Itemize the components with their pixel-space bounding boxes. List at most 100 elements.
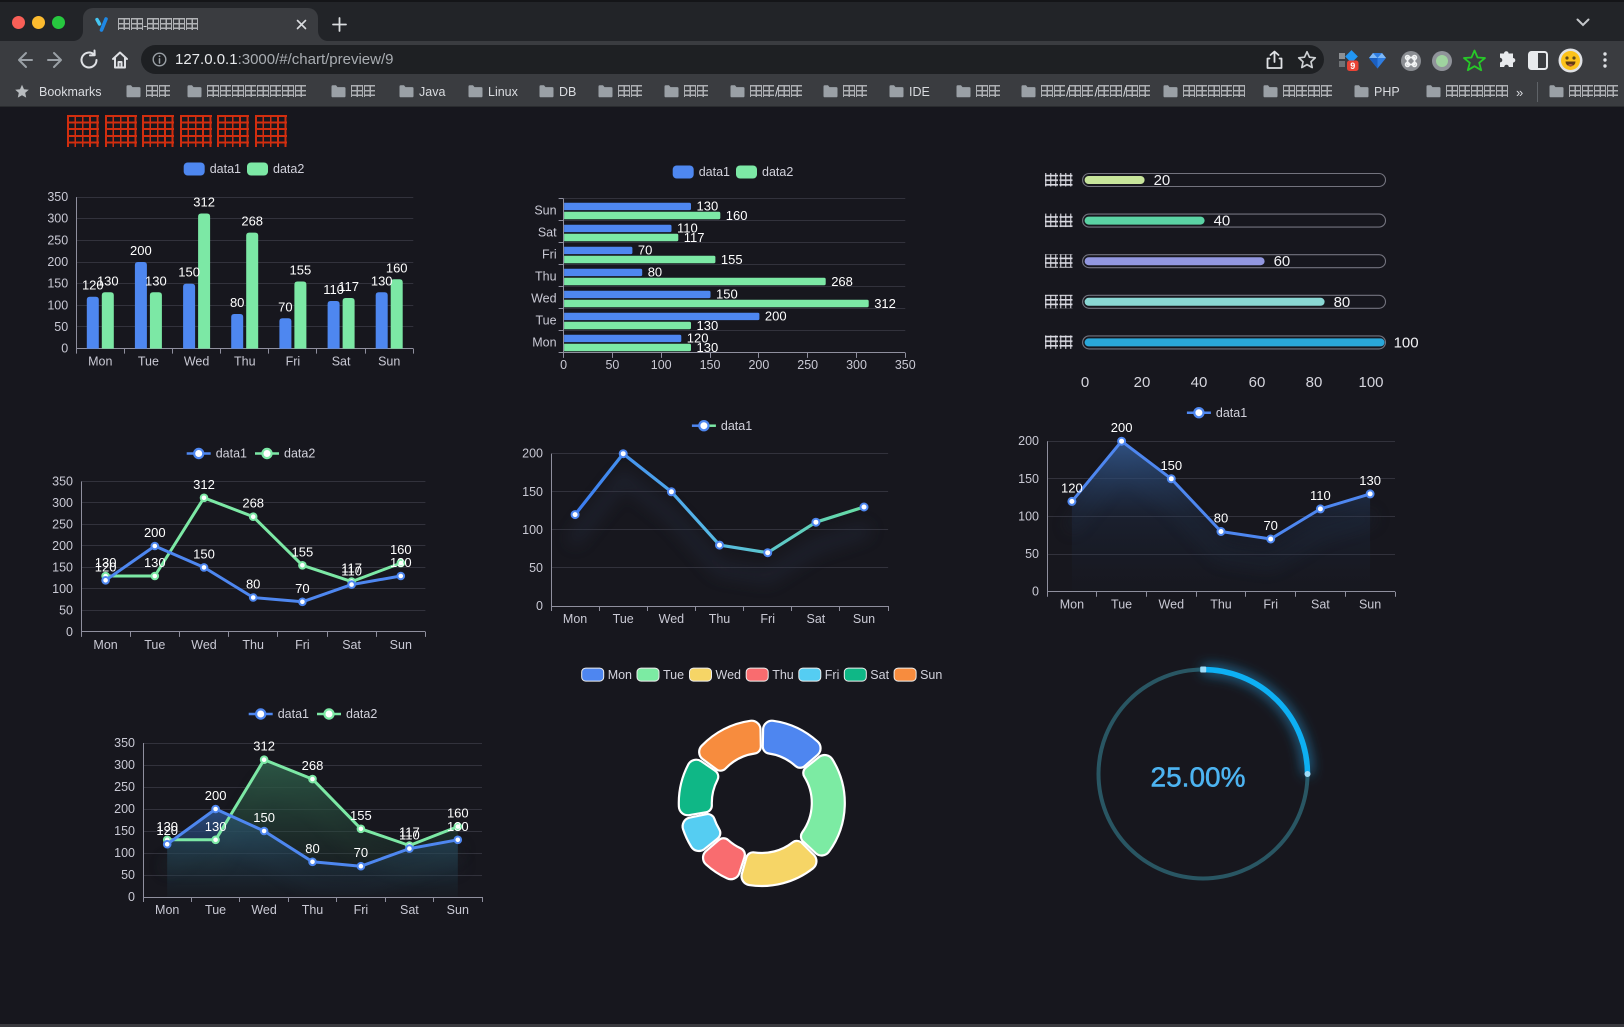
- svg-text:120: 120: [687, 331, 709, 346]
- svg-text:117: 117: [684, 230, 705, 245]
- svg-text:Sun: Sun: [390, 638, 412, 652]
- svg-text:20: 20: [1154, 172, 1171, 189]
- svg-text:Thu: Thu: [302, 903, 324, 917]
- svg-text:130: 130: [156, 819, 178, 834]
- svg-text:100: 100: [522, 523, 543, 537]
- svg-text:80: 80: [1214, 511, 1228, 526]
- svg-text:155: 155: [350, 808, 372, 823]
- svg-text:Sun: Sun: [378, 355, 400, 369]
- svg-text:150: 150: [700, 358, 721, 372]
- svg-text:100: 100: [114, 846, 135, 860]
- svg-text:268: 268: [241, 214, 263, 229]
- svg-text:130: 130: [697, 318, 719, 333]
- svg-text:250: 250: [52, 518, 73, 532]
- svg-text:150: 150: [52, 560, 73, 574]
- svg-text:Sat: Sat: [807, 612, 826, 626]
- svg-text:Fri: Fri: [295, 638, 310, 652]
- svg-text:100: 100: [47, 298, 68, 312]
- svg-text:Sun: Sun: [920, 668, 942, 682]
- svg-text:200: 200: [144, 525, 166, 540]
- svg-text:160: 160: [386, 260, 408, 275]
- svg-text:100: 100: [1358, 374, 1383, 391]
- svg-text:Sat: Sat: [342, 638, 361, 652]
- svg-text:160: 160: [390, 542, 412, 557]
- svg-text:9: 9: [1350, 61, 1355, 71]
- svg-text:150: 150: [522, 485, 543, 499]
- svg-text:250: 250: [114, 780, 135, 794]
- svg-text:130: 130: [371, 273, 393, 288]
- svg-text:50: 50: [121, 868, 135, 882]
- svg-text:350: 350: [895, 358, 916, 372]
- svg-text:200: 200: [52, 539, 73, 553]
- svg-text:120: 120: [95, 559, 117, 574]
- svg-text:150: 150: [178, 265, 200, 280]
- svg-text:Wed: Wed: [716, 668, 742, 682]
- svg-text:Fri: Fri: [825, 668, 840, 682]
- svg-text:200: 200: [47, 255, 68, 269]
- svg-text:0: 0: [61, 342, 68, 356]
- svg-text:70: 70: [354, 845, 368, 860]
- svg-text:80: 80: [648, 265, 662, 280]
- svg-text:Mon: Mon: [608, 668, 632, 682]
- svg-text:data1: data1: [216, 447, 247, 461]
- svg-text:250: 250: [47, 233, 68, 247]
- svg-text:Fri: Fri: [542, 247, 557, 261]
- svg-text:100: 100: [1394, 334, 1419, 351]
- svg-text:0: 0: [560, 358, 567, 372]
- svg-text:268: 268: [242, 496, 264, 511]
- svg-text:110: 110: [341, 564, 362, 579]
- svg-text:Mon: Mon: [155, 903, 179, 917]
- svg-text:0: 0: [1081, 374, 1089, 391]
- svg-text:Sat: Sat: [400, 903, 419, 917]
- svg-text:110: 110: [323, 282, 344, 297]
- svg-text:50: 50: [529, 561, 543, 575]
- svg-text:150: 150: [114, 824, 135, 838]
- svg-text:0: 0: [536, 599, 543, 613]
- svg-text:200: 200: [765, 309, 787, 324]
- svg-text:data2: data2: [762, 165, 793, 179]
- svg-text:250: 250: [797, 358, 818, 372]
- svg-text:Sat: Sat: [870, 668, 889, 682]
- svg-text:Wed: Wed: [1159, 598, 1185, 612]
- svg-text:Sat: Sat: [332, 355, 351, 369]
- svg-text:130: 130: [144, 555, 166, 570]
- svg-text:20: 20: [1134, 374, 1151, 391]
- svg-text:80: 80: [1334, 294, 1351, 311]
- svg-text:200: 200: [205, 788, 227, 803]
- svg-text:120: 120: [82, 278, 104, 293]
- svg-text:268: 268: [831, 274, 853, 289]
- svg-text:150: 150: [193, 546, 215, 561]
- svg-text:data1: data1: [1216, 406, 1247, 420]
- svg-text:300: 300: [114, 758, 135, 772]
- svg-text:0: 0: [1032, 585, 1039, 599]
- svg-text:Fri: Fri: [760, 612, 775, 626]
- svg-text:110: 110: [1310, 488, 1331, 503]
- svg-text:Wed: Wed: [191, 638, 217, 652]
- svg-text:Tue: Tue: [536, 313, 557, 327]
- svg-text:150: 150: [47, 277, 68, 291]
- svg-text:100: 100: [52, 582, 73, 596]
- svg-text:155: 155: [721, 252, 743, 267]
- svg-text:80: 80: [230, 295, 244, 310]
- svg-text:Mon: Mon: [1060, 598, 1084, 612]
- svg-text:60: 60: [1249, 374, 1266, 391]
- svg-text:350: 350: [114, 736, 135, 750]
- svg-text:130: 130: [95, 555, 117, 570]
- svg-text:Sun: Sun: [853, 612, 875, 626]
- svg-text:Fri: Fri: [1263, 598, 1278, 612]
- svg-text:Mon: Mon: [88, 355, 112, 369]
- svg-text:130: 130: [205, 819, 227, 834]
- svg-text:130: 130: [697, 340, 719, 355]
- svg-text:130: 130: [145, 273, 167, 288]
- svg-text:Thu: Thu: [772, 668, 794, 682]
- svg-text:300: 300: [52, 496, 73, 510]
- svg-text:Tue: Tue: [1111, 598, 1132, 612]
- svg-text:160: 160: [726, 208, 748, 223]
- svg-text:130: 130: [97, 273, 119, 288]
- svg-text:Thu: Thu: [535, 269, 557, 283]
- svg-text:200: 200: [1111, 420, 1133, 435]
- svg-text:117: 117: [341, 561, 362, 576]
- svg-text:70: 70: [278, 299, 292, 314]
- svg-text:312: 312: [193, 195, 215, 210]
- svg-text:200: 200: [748, 358, 769, 372]
